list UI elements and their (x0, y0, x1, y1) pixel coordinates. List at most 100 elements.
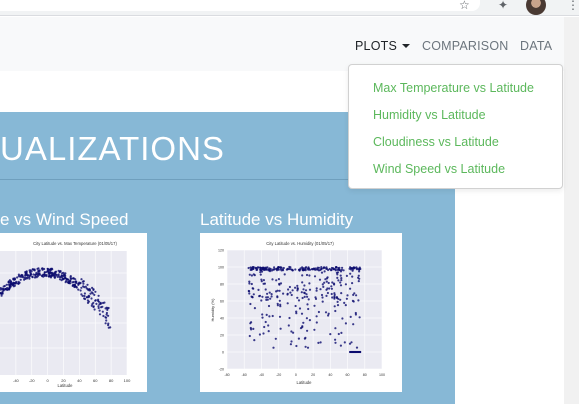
data-point (63, 274, 66, 277)
data-point (90, 297, 93, 300)
dropdown-item-wind-speed[interactable]: Wind Speed vs Latitude (373, 162, 506, 176)
data-point (252, 267, 255, 270)
data-point (290, 293, 293, 297)
x-tick-labels: -80 -60 -40 -20 0 20 40 60 80 100 (224, 373, 385, 377)
data-point (248, 290, 251, 293)
data-point (94, 290, 97, 293)
data-point (60, 274, 63, 277)
data-point (282, 266, 285, 270)
chart-caption: City Latitude vs. Humidity (01/05/17) (266, 241, 334, 246)
data-point (358, 277, 361, 280)
data-point (77, 283, 80, 286)
data-point (98, 313, 102, 316)
data-point (303, 291, 306, 294)
data-point (265, 313, 268, 316)
data-point (287, 288, 290, 291)
x-tick-labels: -40 -20 0 20 40 60 80 100 (13, 378, 131, 383)
data-point (340, 292, 343, 295)
data-point (275, 290, 278, 293)
data-point (46, 269, 49, 272)
data-point (252, 327, 255, 330)
data-point (328, 287, 331, 290)
data-point (34, 273, 37, 276)
data-point (268, 315, 271, 318)
dropdown-item-max-temperature[interactable]: Max Temperature vs Latitude (373, 81, 534, 95)
data-point (280, 266, 283, 269)
data-point (87, 294, 90, 297)
plot-image-temperature[interactable]: City Latitude vs. Max Temperature (01/05… (0, 233, 147, 392)
data-point (257, 288, 260, 291)
data-point (82, 285, 85, 288)
y-tick-label: 60 (220, 299, 224, 303)
data-point (77, 288, 80, 291)
address-bar[interactable] (0, 0, 480, 11)
data-point (9, 284, 12, 287)
data-point (262, 268, 265, 271)
avatar[interactable] (526, 0, 546, 15)
data-point (6, 288, 9, 291)
data-point (51, 268, 54, 271)
nav-comparison[interactable]: COMPARISON (422, 39, 509, 53)
data-point (276, 304, 279, 307)
data-point (19, 274, 22, 277)
data-point (295, 312, 298, 315)
data-point (351, 282, 354, 285)
plot-title-wind-speed[interactable]: e vs Wind Speed (0, 210, 129, 229)
data-point (341, 317, 344, 320)
data-point (357, 274, 360, 277)
data-point (281, 269, 285, 272)
data-point (339, 281, 342, 284)
y-tick-label: 20 (220, 333, 224, 337)
data-point (315, 289, 318, 292)
data-point (325, 294, 328, 297)
scrollbar[interactable] (564, 17, 579, 404)
x-tick-label: -40 (259, 373, 264, 377)
nav-plots[interactable]: PLOTS (355, 39, 410, 53)
data-point (351, 269, 354, 272)
nav-data[interactable]: DATA (520, 39, 553, 53)
divider (0, 179, 455, 180)
data-point (339, 344, 342, 347)
data-point (282, 292, 285, 295)
data-point (359, 350, 362, 354)
data-point (305, 273, 309, 277)
plot-image-humidity[interactable]: City Latitude vs. Humidity (01/05/17) -8… (200, 233, 402, 392)
data-point (301, 296, 304, 300)
data-point (276, 296, 279, 299)
data-point (248, 280, 251, 283)
data-point (92, 301, 95, 304)
data-point (86, 296, 89, 299)
data-point (339, 298, 342, 301)
data-point (270, 295, 273, 298)
data-point (313, 328, 316, 331)
data-point (14, 281, 17, 284)
data-point (264, 288, 267, 291)
data-point (290, 330, 293, 333)
data-point (301, 274, 304, 277)
dropdown-item-cloudiness[interactable]: Cloudiness vs Latitude (373, 135, 499, 149)
data-point (304, 345, 307, 348)
data-point (302, 288, 305, 291)
data-point (267, 330, 270, 333)
data-point (298, 268, 301, 271)
data-points (247, 265, 362, 354)
menu-dots-icon[interactable]: ⋮ (567, 0, 579, 12)
extensions-icon[interactable]: ✦ (498, 0, 509, 12)
data-point (86, 283, 89, 286)
data-point (45, 274, 48, 278)
data-point (314, 297, 318, 300)
data-point (335, 266, 338, 269)
data-point (337, 332, 340, 336)
y-tick-label: 40 (220, 316, 224, 320)
data-point (283, 273, 286, 276)
data-point (294, 304, 297, 308)
data-point (286, 293, 289, 296)
star-icon[interactable]: ☆ (459, 0, 470, 12)
x-tick-label: 40 (328, 373, 332, 377)
data-point (48, 271, 51, 274)
data-point (87, 289, 90, 292)
data-point (13, 277, 16, 280)
plot-title-humidity[interactable]: Latitude vs Humidity (200, 210, 354, 229)
data-point (26, 274, 29, 277)
dropdown-item-humidity[interactable]: Humidity vs Latitude (373, 108, 486, 122)
